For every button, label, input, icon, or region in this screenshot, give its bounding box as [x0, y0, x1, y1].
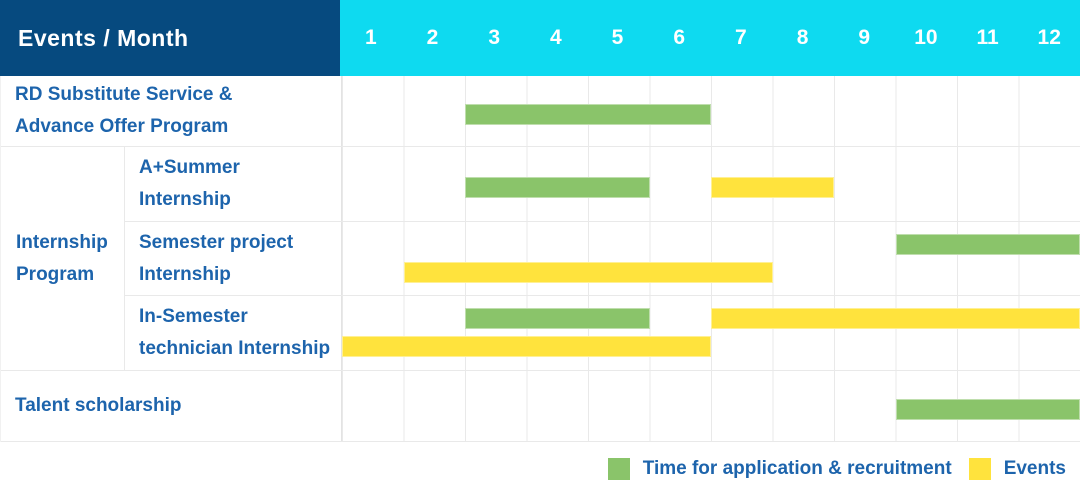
row-label-line: Internship — [139, 189, 231, 210]
gantt-bar-event — [711, 308, 1080, 329]
table-row: Talent scholarship — [1, 371, 1080, 442]
group-label: Internship Program — [1, 147, 125, 370]
gantt-bar-event — [342, 336, 711, 357]
month-header-3: 3 — [488, 26, 501, 49]
row-label: Talent scholarship — [1, 371, 341, 441]
month-header-12: 12 — [1037, 26, 1061, 49]
month-header-strip: 1 2 3 4 5 6 7 8 9 10 11 12 — [340, 0, 1080, 76]
month-header-8: 8 — [796, 26, 809, 49]
timeline — [341, 222, 1080, 295]
gantt-body: RD Substitute Service & Advance Offer Pro… — [0, 76, 1080, 442]
timeline — [341, 296, 1080, 370]
group-row-internship-program: Internship Program A+Summer Internship Semes… — [1, 147, 1080, 371]
legend: Time for application & recruitment Events — [0, 442, 1080, 494]
row-label-line: Internship — [16, 231, 108, 253]
gantt-bar-application — [895, 399, 1080, 420]
row-label-line: In-Semester — [139, 306, 248, 327]
month-header-9: 9 — [858, 26, 871, 49]
legend-label: Events — [1003, 457, 1066, 479]
row-label: Semester project Internship — [125, 222, 341, 295]
gantt-bar-application — [895, 234, 1080, 255]
table-row: RD Substitute Service & Advance Offer Pro… — [1, 76, 1080, 147]
month-header-5: 5 — [611, 26, 624, 49]
month-header-10: 10 — [914, 26, 938, 49]
header-title-cell: Events / Month — [0, 0, 340, 76]
table-row: In-Semester technician Internship — [125, 295, 1080, 370]
row-label-line: RD Substitute Service & — [15, 84, 233, 105]
row-label-line: Semester project — [139, 231, 294, 253]
legend-swatch-event — [968, 457, 991, 480]
page-title: Events / Month — [18, 24, 189, 51]
legend-item-event: Events — [968, 457, 1066, 480]
row-label-line: Talent scholarship — [15, 395, 182, 416]
row-label: RD Substitute Service & Advance Offer Pro… — [1, 76, 341, 146]
table-row: Semester project Internship — [125, 221, 1080, 295]
row-label: In-Semester technician Internship — [125, 296, 341, 370]
month-header-1: 1 — [364, 26, 377, 49]
gantt-bar-application — [465, 177, 650, 198]
month-header-6: 6 — [673, 26, 686, 49]
timeline — [341, 76, 1080, 146]
gantt-bar-event — [403, 262, 773, 283]
row-label-line: Internship — [139, 263, 231, 285]
row-label-line: Program — [16, 263, 95, 285]
month-header-7: 7 — [735, 26, 747, 49]
gantt-bar-application — [465, 308, 650, 329]
month-header-11: 11 — [976, 26, 999, 49]
group-subrows: A+Summer Internship Semester project Intern… — [125, 147, 1080, 370]
gantt-bar-event — [711, 177, 834, 198]
timeline — [341, 371, 1080, 441]
row-label-line: technician Internship — [139, 338, 331, 359]
month-header-2: 2 — [426, 26, 439, 49]
legend-swatch-application — [607, 457, 630, 480]
gantt-bar-application — [465, 104, 711, 125]
month-header-4: 4 — [550, 26, 562, 49]
legend-label: Time for application & recruitment — [642, 457, 952, 479]
row-label-line: Advance Offer Program — [15, 116, 229, 137]
row-label: A+Summer Internship — [125, 147, 341, 221]
legend-item-application: Time for application & recruitment — [607, 457, 952, 480]
table-header: Events / Month 1 2 3 4 5 6 7 8 9 10 11 12 — [0, 0, 1080, 76]
timeline — [341, 147, 1080, 221]
row-label-line: A+Summer — [139, 157, 240, 178]
table-row: A+Summer Internship — [125, 147, 1080, 221]
